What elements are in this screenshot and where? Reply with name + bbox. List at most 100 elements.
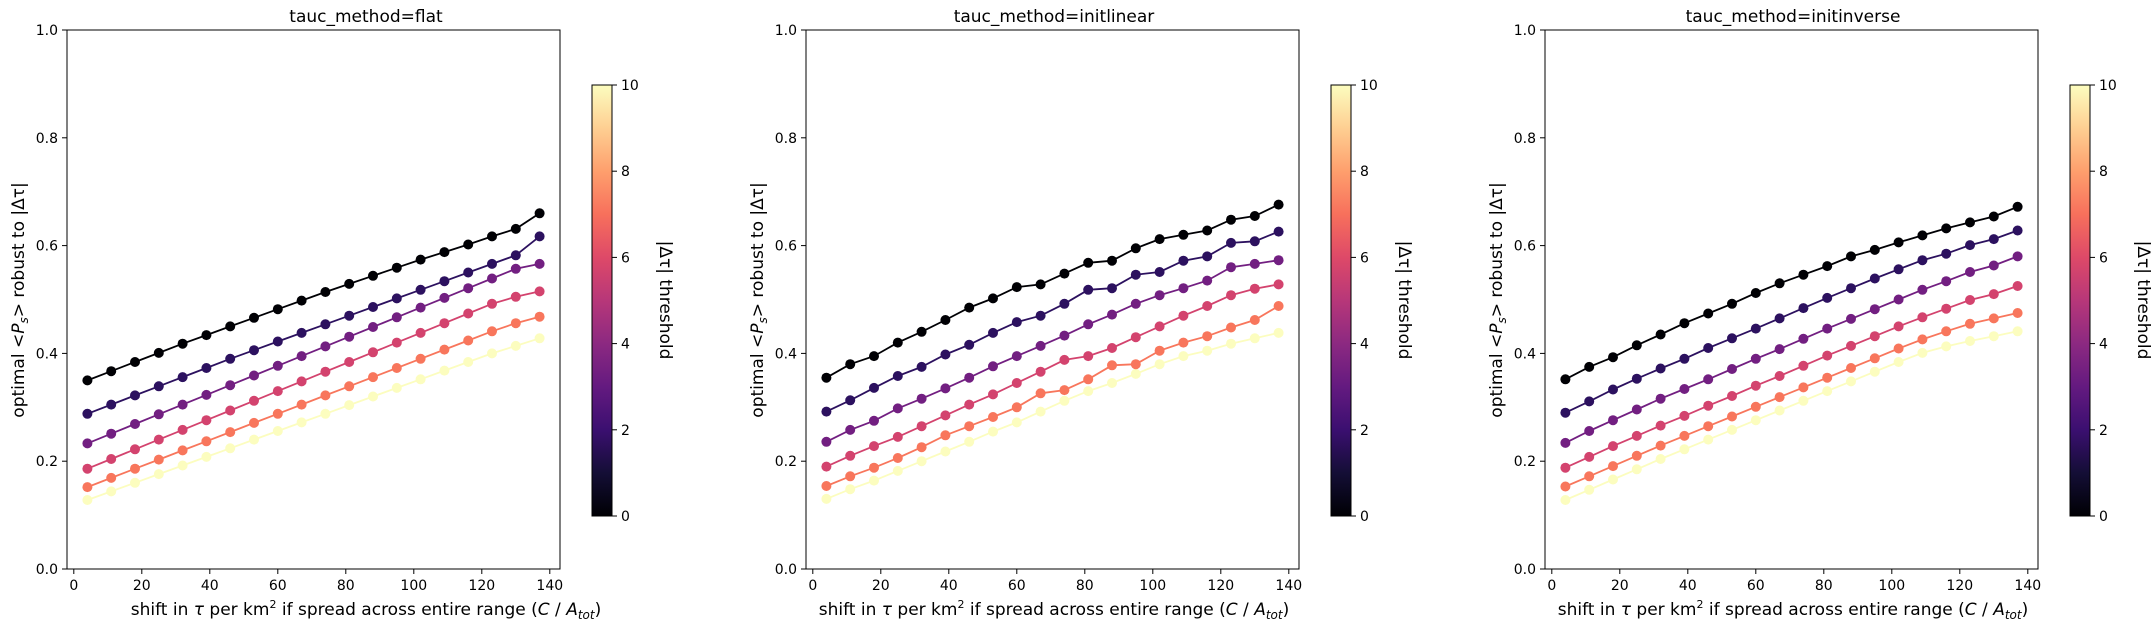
data-point	[1679, 384, 1690, 394]
data-point	[1798, 382, 1809, 393]
data-point	[415, 254, 426, 265]
data-point	[1631, 464, 1642, 475]
y-axis-label: optimal <Ps> robust to |Δτ|	[9, 182, 31, 417]
data-point	[1988, 289, 1999, 300]
data-point	[344, 278, 355, 289]
data-point	[1035, 406, 1046, 417]
data-point	[534, 208, 545, 219]
data-point	[82, 463, 93, 474]
data-point	[344, 310, 355, 321]
series-line	[1565, 229, 2018, 414]
data-point	[1917, 284, 1928, 295]
data-point	[1727, 411, 1737, 422]
data-point	[916, 456, 927, 467]
data-point	[1107, 309, 1117, 320]
x-tick-label: 20	[1611, 578, 1629, 594]
data-point	[391, 293, 402, 304]
colorbar-tick-label: 0	[2099, 509, 2108, 525]
data-point	[487, 231, 497, 242]
data-point	[487, 348, 497, 359]
x-tick-label: 0	[69, 578, 78, 594]
data-point	[1107, 360, 1117, 371]
data-point	[391, 382, 402, 393]
colorbar-ticks: 0 2 4 6 8 10	[2090, 78, 2117, 525]
data-point	[177, 460, 188, 471]
data-point	[1202, 275, 1213, 286]
data-point	[1679, 353, 1690, 364]
data-point	[320, 408, 331, 419]
data-point	[988, 327, 998, 338]
data-point	[1869, 353, 1880, 364]
data-point	[1154, 267, 1165, 277]
data-point	[1584, 426, 1595, 436]
colorbar-tick-label: 4	[621, 337, 630, 353]
x-tick-label: 120	[1946, 578, 1973, 594]
data-point	[106, 428, 117, 439]
data-point	[320, 319, 331, 330]
y-tick-label: 0.0	[775, 562, 797, 578]
data-point	[510, 291, 521, 302]
data-point	[892, 431, 903, 442]
data-point	[1631, 373, 1642, 384]
y-tick-label: 0.8	[775, 131, 797, 147]
colorbar-tick-label: 2	[1360, 423, 1369, 439]
data-point	[1273, 255, 1284, 266]
data-point	[1893, 264, 1904, 275]
data-point	[1130, 298, 1141, 309]
data-point	[1655, 420, 1666, 431]
data-point	[1893, 294, 1904, 305]
data-point	[534, 286, 545, 297]
data-point	[1178, 255, 1189, 266]
data-point	[177, 372, 188, 383]
data-point	[487, 258, 497, 269]
data-point	[1679, 430, 1690, 441]
colorbar-tick-label: 10	[621, 78, 639, 94]
data-point	[1846, 251, 1856, 262]
data-point	[1893, 343, 1904, 354]
data-point	[320, 366, 331, 377]
data-point	[106, 366, 117, 377]
data-point	[964, 421, 975, 432]
data-point	[1655, 454, 1666, 464]
data-point	[940, 349, 951, 360]
x-tick-label: 140	[1275, 578, 1302, 594]
data-point	[439, 276, 450, 287]
data-point	[130, 419, 140, 429]
data-point	[1059, 330, 1070, 341]
data-point	[1988, 211, 1999, 222]
data-point	[892, 453, 903, 463]
data-point	[510, 223, 521, 234]
data-point	[1893, 237, 1904, 248]
data-point	[1178, 283, 1189, 294]
data-point	[1584, 451, 1595, 462]
data-point	[821, 481, 832, 491]
data-point	[1226, 214, 1236, 225]
data-point	[1727, 298, 1737, 309]
subplot-initinverse: tauc_method=initinverse 0 20 40 60 80 100 120 1…	[1487, 7, 2153, 622]
x-axis-label: shift in τ per km2 if spread across enti…	[1558, 598, 2029, 622]
data-point	[201, 451, 212, 462]
data-point	[296, 327, 307, 338]
x-tick-label: 40	[201, 578, 219, 594]
data-point	[225, 380, 236, 391]
y-tick-label: 0.6	[36, 239, 58, 255]
data-point	[1154, 345, 1165, 356]
data-point	[1584, 361, 1595, 372]
data-point	[201, 389, 212, 400]
data-point	[439, 292, 450, 303]
data-point	[1059, 298, 1070, 309]
data-point	[1798, 303, 1809, 314]
data-point	[463, 308, 474, 319]
data-point	[439, 318, 450, 329]
data-point	[1631, 450, 1642, 461]
data-point	[153, 454, 164, 465]
data-point	[940, 315, 951, 325]
y-tick-label: 1.0	[36, 23, 58, 39]
data-point	[1893, 357, 1904, 367]
colorbar-tick-label: 10	[1360, 78, 1378, 94]
data-point	[1584, 484, 1595, 495]
y-axis-label: optimal <Ps> robust to |Δτ|	[748, 182, 770, 417]
data-point	[130, 463, 140, 474]
data-point	[225, 443, 236, 454]
data-point	[1798, 395, 1809, 406]
